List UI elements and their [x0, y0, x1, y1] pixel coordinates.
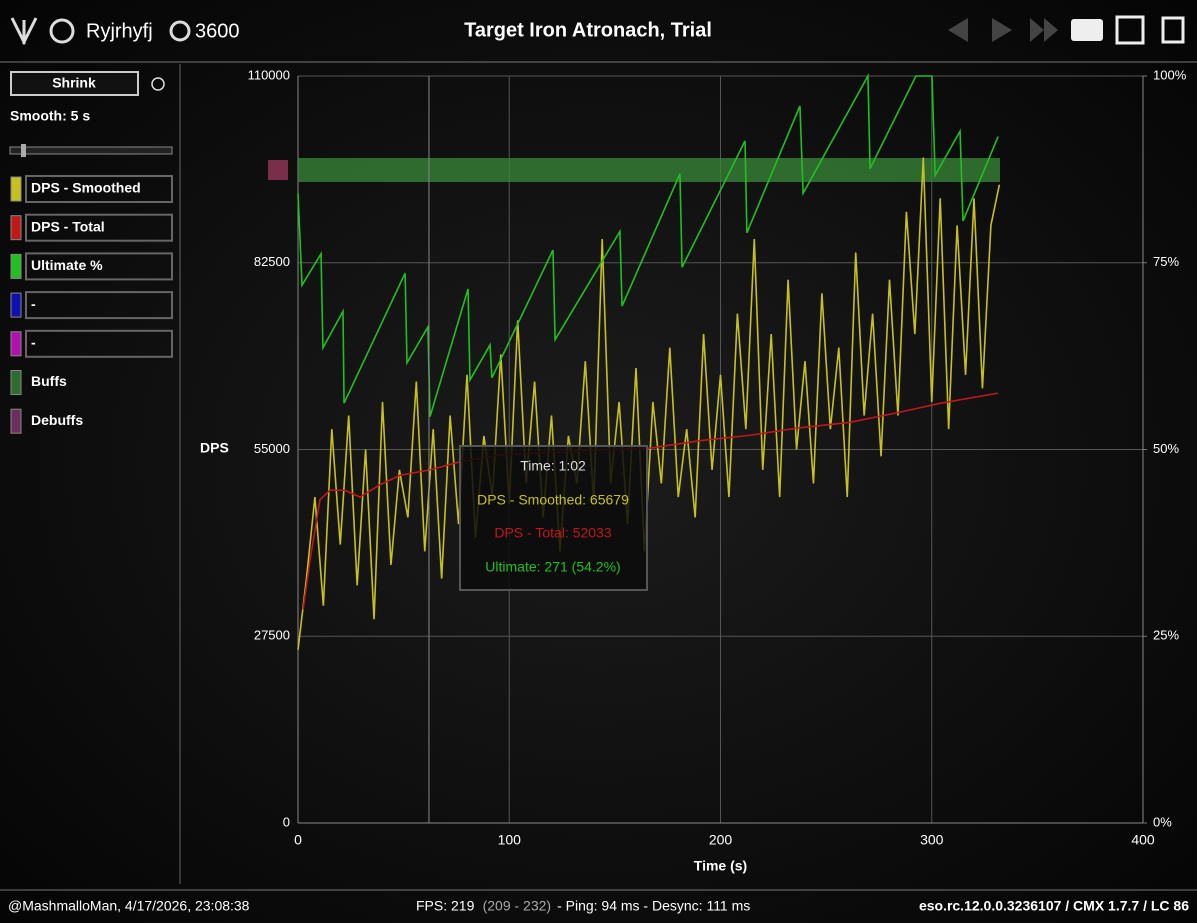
legend-label: -	[31, 296, 36, 312]
legend-box	[25, 291, 173, 320]
smooth-slider[interactable]	[9, 146, 173, 155]
x-axis-label: Time (s)	[694, 858, 747, 874]
shrink-button[interactable]	[10, 71, 139, 96]
class-icon	[49, 18, 75, 44]
locate-icon[interactable]	[151, 77, 165, 91]
legend-label: Ultimate %	[31, 257, 103, 273]
last-button[interactable]	[1030, 18, 1058, 42]
sidebar: Shrink Smooth: 5 s	[9, 64, 181, 884]
series-line	[297, 73, 999, 417]
smooth-label: Smooth: 5 s	[10, 108, 90, 124]
slider-thumb[interactable]	[21, 144, 26, 157]
y2-tick-label: 100%	[1153, 67, 1187, 82]
title: Target Iron Atronach, Trial	[464, 19, 712, 41]
footer-user: @MashmalloMan, 4/17/2026, 23:08:38	[8, 898, 250, 914]
y-tick-label: 0	[283, 814, 290, 829]
x-tick-label: 0	[294, 832, 302, 848]
legend-label: DPS - Total	[31, 218, 105, 234]
header: Ryjrhyfj 3600 Target Iron Atronach, Tria…	[0, 15, 1197, 63]
buff-band	[298, 158, 1000, 182]
legend-swatch	[10, 370, 22, 395]
tooltip-line: Time: 1:02	[520, 458, 586, 474]
next-button[interactable]	[992, 18, 1012, 42]
footer-net: - Ping: 94 ms - Desync: 111 ms	[557, 898, 750, 914]
cp-icon	[169, 20, 191, 42]
tooltip-line: Ultimate: 271 (54.2%)	[485, 559, 620, 575]
legend-swatch	[10, 331, 22, 357]
legend-label: Buffs	[31, 373, 67, 389]
y-tick-label: 55000	[254, 441, 290, 456]
legend-label: -	[31, 335, 36, 351]
x-tick-label: 400	[1131, 832, 1155, 848]
legend-swatch	[10, 176, 22, 202]
y2-tick-label: 75%	[1153, 254, 1179, 269]
tooltip-line: DPS - Total: 52033	[494, 525, 611, 541]
legend-label: DPS - Smoothed	[31, 180, 141, 196]
x-tick-label: 300	[920, 832, 944, 848]
footer-fps-range: (209 - 232)	[483, 898, 551, 914]
y2-tick-label: 25%	[1153, 628, 1179, 643]
buff-icon	[268, 160, 288, 180]
y-axis-label: DPS	[200, 440, 229, 456]
footer-version: eso.rc.12.0.0.3236107 / CMX 1.7.7 / LC 8…	[919, 898, 1189, 914]
player-name: Ryjrhyfj	[86, 20, 153, 42]
y-tick-label: 82500	[254, 254, 290, 269]
prev-button[interactable]	[948, 18, 968, 42]
series-line	[297, 157, 1001, 650]
save-button[interactable]	[1115, 15, 1145, 45]
legend-swatch	[10, 215, 22, 241]
delete-button[interactable]	[1161, 16, 1185, 44]
footer-fps: FPS: 219	[416, 898, 475, 914]
legend-swatch	[10, 253, 22, 279]
legend-box	[25, 175, 173, 203]
legend-swatch	[10, 408, 22, 434]
y2-tick-label: 50%	[1153, 441, 1179, 456]
legend-box	[25, 213, 173, 242]
legend-swatch	[10, 292, 22, 318]
x-tick-label: 200	[709, 832, 733, 848]
screenshot-button[interactable]	[1071, 19, 1103, 41]
y-tick-label: 110000	[248, 67, 290, 82]
champion-points: 3600	[195, 20, 240, 42]
legend-label: Debuffs	[31, 412, 83, 428]
shrink-label: Shrink	[52, 75, 96, 91]
tooltip-box	[459, 445, 648, 591]
x-tick-label: 100	[498, 832, 522, 848]
y2-tick-label: 0%	[1153, 814, 1172, 829]
legend-box	[25, 252, 173, 281]
y-tick-label: 27500	[254, 628, 290, 643]
tooltip-line: DPS - Smoothed: 65679	[477, 492, 629, 508]
alliance-icon	[10, 17, 38, 46]
legend-box	[25, 329, 173, 358]
